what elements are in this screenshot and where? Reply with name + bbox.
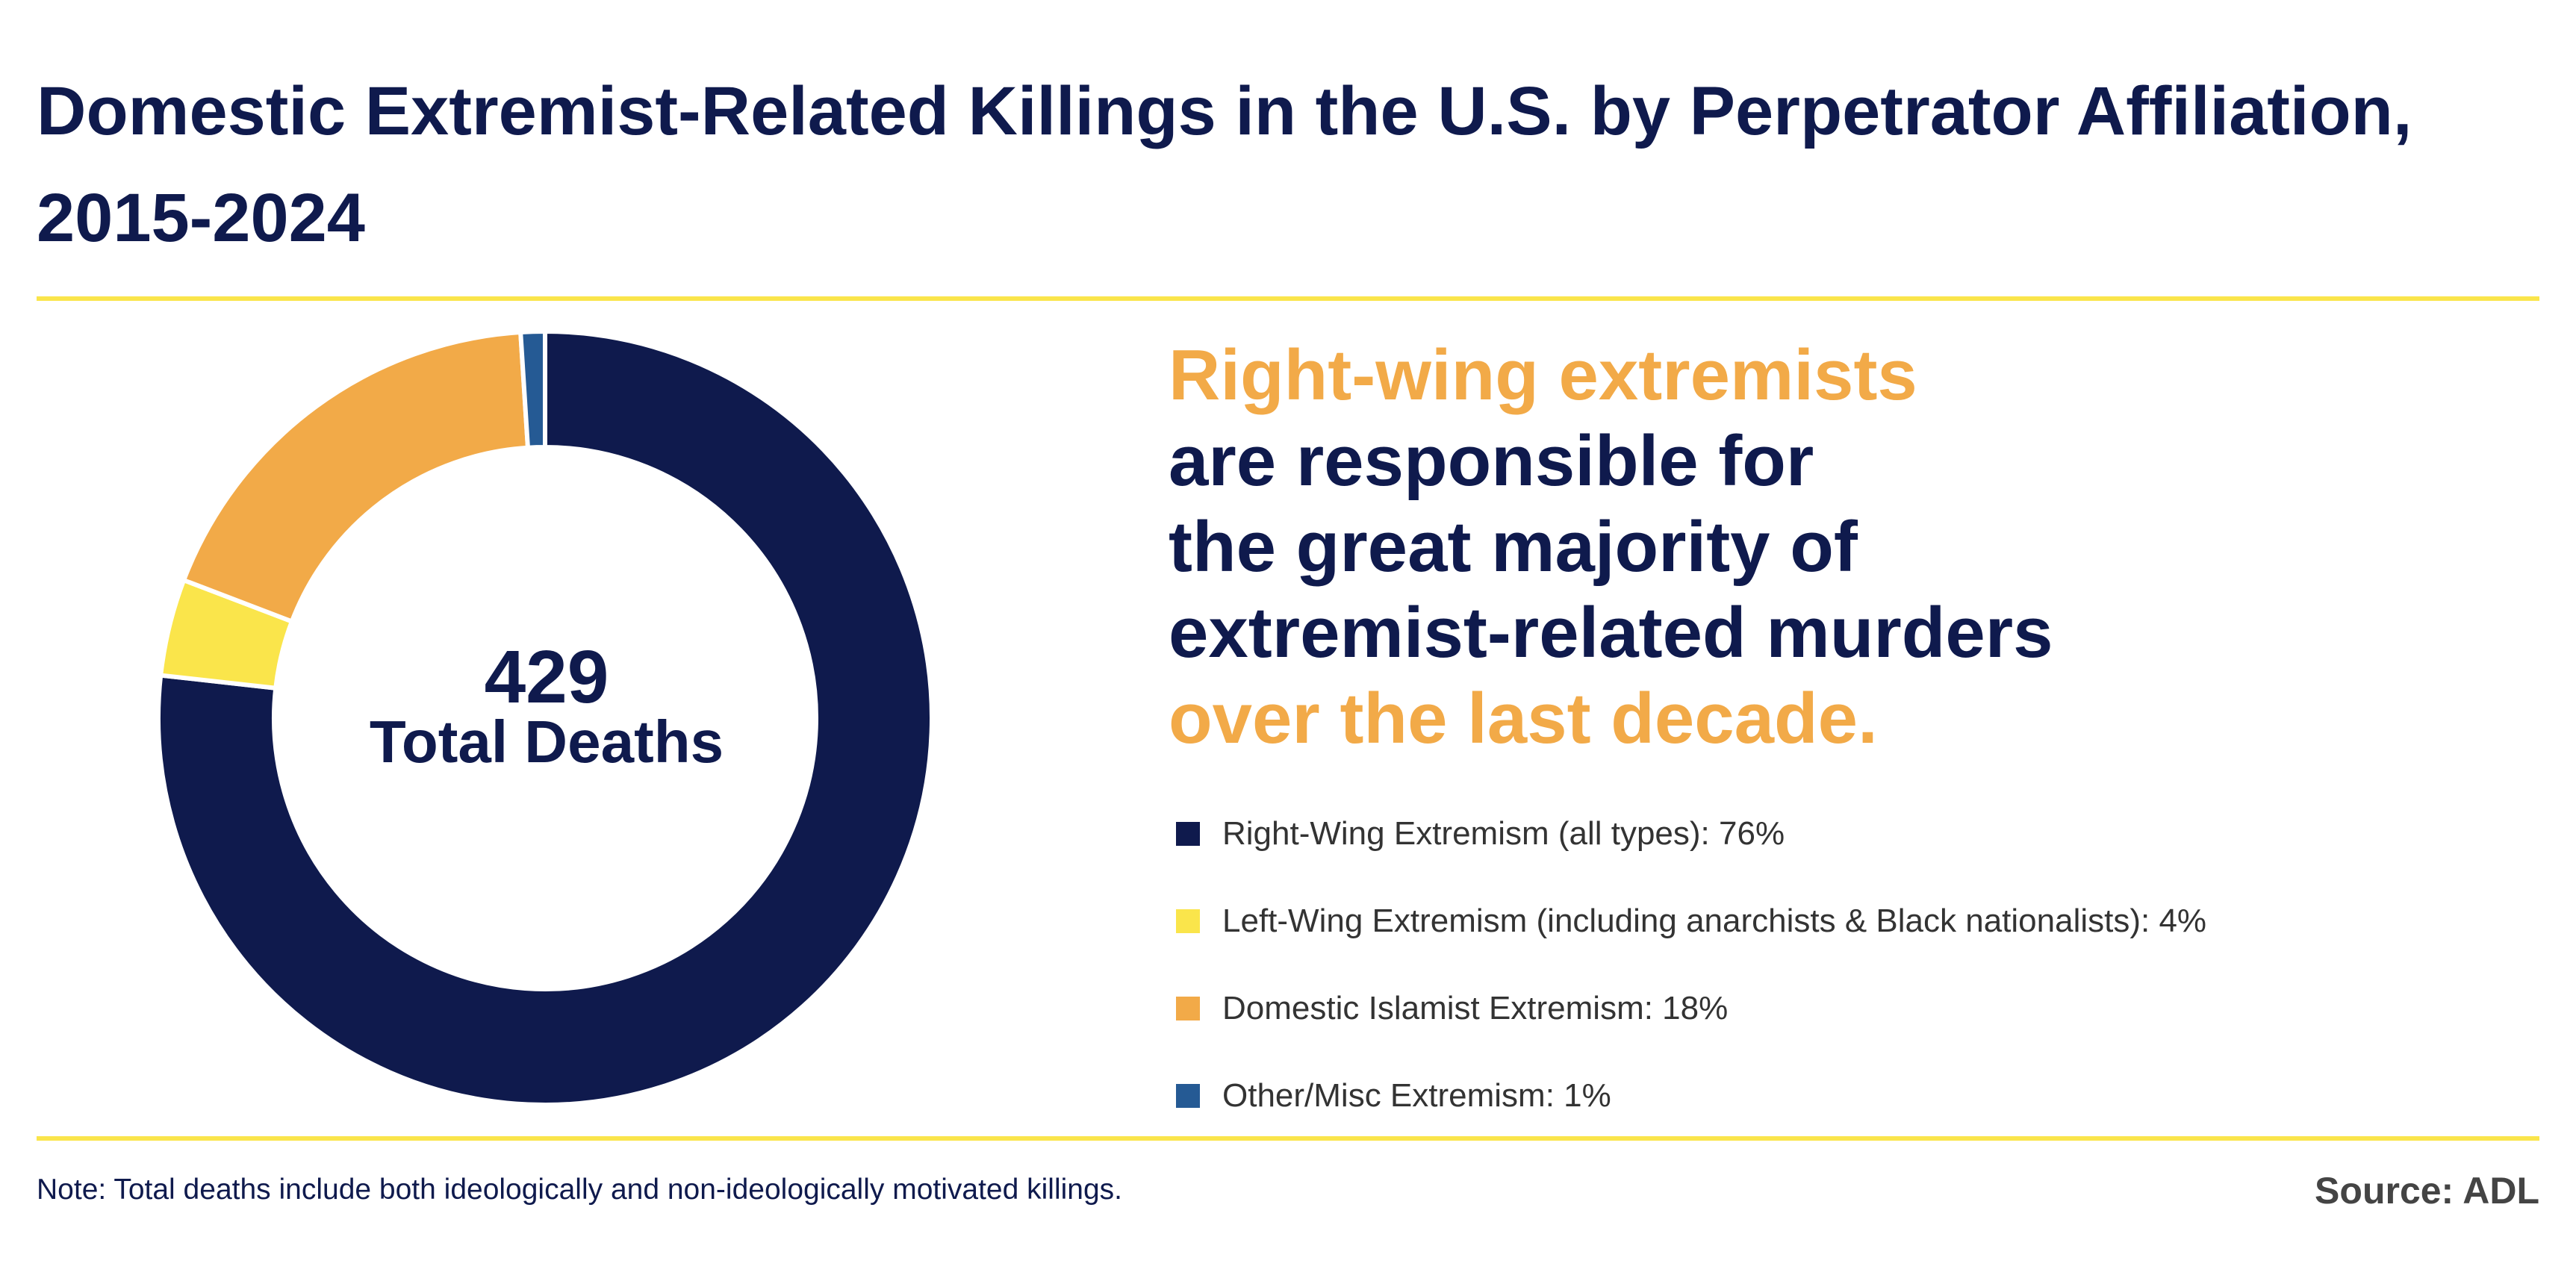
legend-item: Right-Wing Extremism (all types): 76% bbox=[1176, 790, 2206, 877]
source-credit: Source: ADL bbox=[2315, 1170, 2539, 1212]
headline-line-3: the great majority of bbox=[1169, 507, 1858, 587]
legend-item: Domestic Islamist Extremism: 18% bbox=[1176, 965, 2206, 1052]
headline-line-2: are responsible for bbox=[1169, 421, 1814, 501]
footnote: Note: Total deaths include both ideologi… bbox=[37, 1174, 1123, 1206]
chart-title: Domestic Extremist-Related Killings in t… bbox=[37, 73, 2412, 256]
total-value: 429 bbox=[484, 635, 609, 719]
legend-label: Left-Wing Extremism (including anarchist… bbox=[1222, 902, 2207, 939]
donut-slice-4 bbox=[517, 328, 547, 450]
donut-slice-1 bbox=[156, 328, 934, 1107]
legend-item: Left-Wing Extremism (including anarchist… bbox=[1176, 877, 2206, 965]
headline-line-4: extremist-related murders bbox=[1169, 593, 2053, 673]
legend-item: Other/Misc Extremism: 1% bbox=[1176, 1052, 2206, 1139]
top-divider bbox=[37, 296, 2539, 301]
legend-label: Other/Misc Extremism: 1% bbox=[1222, 1076, 1611, 1114]
legend-label: Right-Wing Extremism (all types): 76% bbox=[1222, 814, 1785, 852]
legend: Right-Wing Extremism (all types): 76% Le… bbox=[1176, 790, 2206, 1139]
donut-slice-3 bbox=[181, 329, 531, 625]
legend-swatch bbox=[1176, 1083, 1200, 1108]
legend-label: Domestic Islamist Extremism: 18% bbox=[1222, 989, 1729, 1026]
total-label: Total Deaths bbox=[369, 708, 724, 775]
headline-line-5: over the last decade. bbox=[1169, 679, 1878, 758]
headline: Right-wing extremists are responsible fo… bbox=[1169, 332, 2053, 761]
legend-swatch bbox=[1176, 821, 1200, 846]
bottom-divider bbox=[37, 1136, 2539, 1141]
donut-chart bbox=[156, 328, 934, 1107]
legend-swatch bbox=[1176, 909, 1200, 933]
legend-swatch bbox=[1176, 996, 1200, 1020]
headline-line-1: Right-wing extremists bbox=[1169, 335, 1917, 415]
